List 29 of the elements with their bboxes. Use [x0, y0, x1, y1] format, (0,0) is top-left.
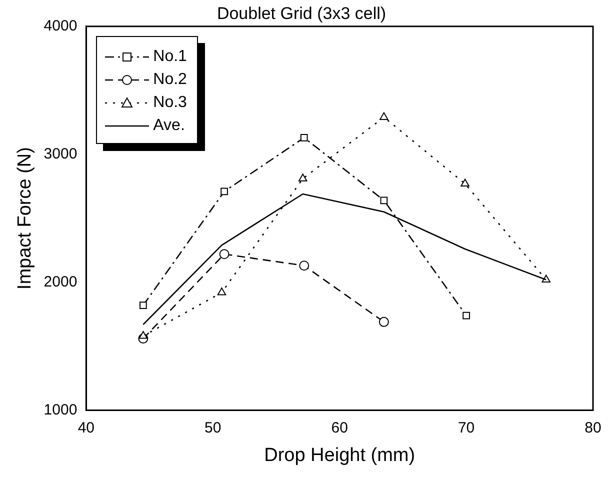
x-tick-label: 80	[584, 419, 602, 436]
point	[298, 174, 308, 182]
point	[460, 178, 470, 187]
x-tick-label: 60	[331, 419, 348, 436]
point	[462, 312, 470, 320]
y-tick-label: 1000	[44, 401, 78, 418]
x-tick-label: 70	[458, 419, 475, 436]
x-tick-label: 40	[78, 419, 95, 436]
point	[380, 112, 388, 120]
legend-label: No.3	[153, 93, 187, 114]
point	[380, 196, 388, 204]
chart-title: Doublet Grid (3x3 cell)	[216, 4, 386, 23]
point	[299, 260, 310, 271]
point	[220, 188, 228, 196]
legend-label: No.1	[153, 47, 187, 68]
y-axis-title: Impact Force (N)	[14, 147, 36, 290]
point	[378, 316, 389, 327]
x-tick-label: 50	[204, 419, 222, 436]
y-tick-label: 4000	[44, 18, 78, 35]
point	[219, 249, 230, 260]
y-tick-label: 2000	[44, 273, 78, 290]
y-tick-label: 3000	[44, 145, 78, 162]
point	[138, 331, 148, 339]
point	[140, 302, 147, 309]
point	[300, 134, 308, 142]
x-axis-title: Drop Height (mm)	[264, 444, 416, 466]
legend-label: Ave.	[153, 116, 185, 136]
legend-label: No.2	[153, 70, 187, 90]
point	[217, 288, 226, 296]
